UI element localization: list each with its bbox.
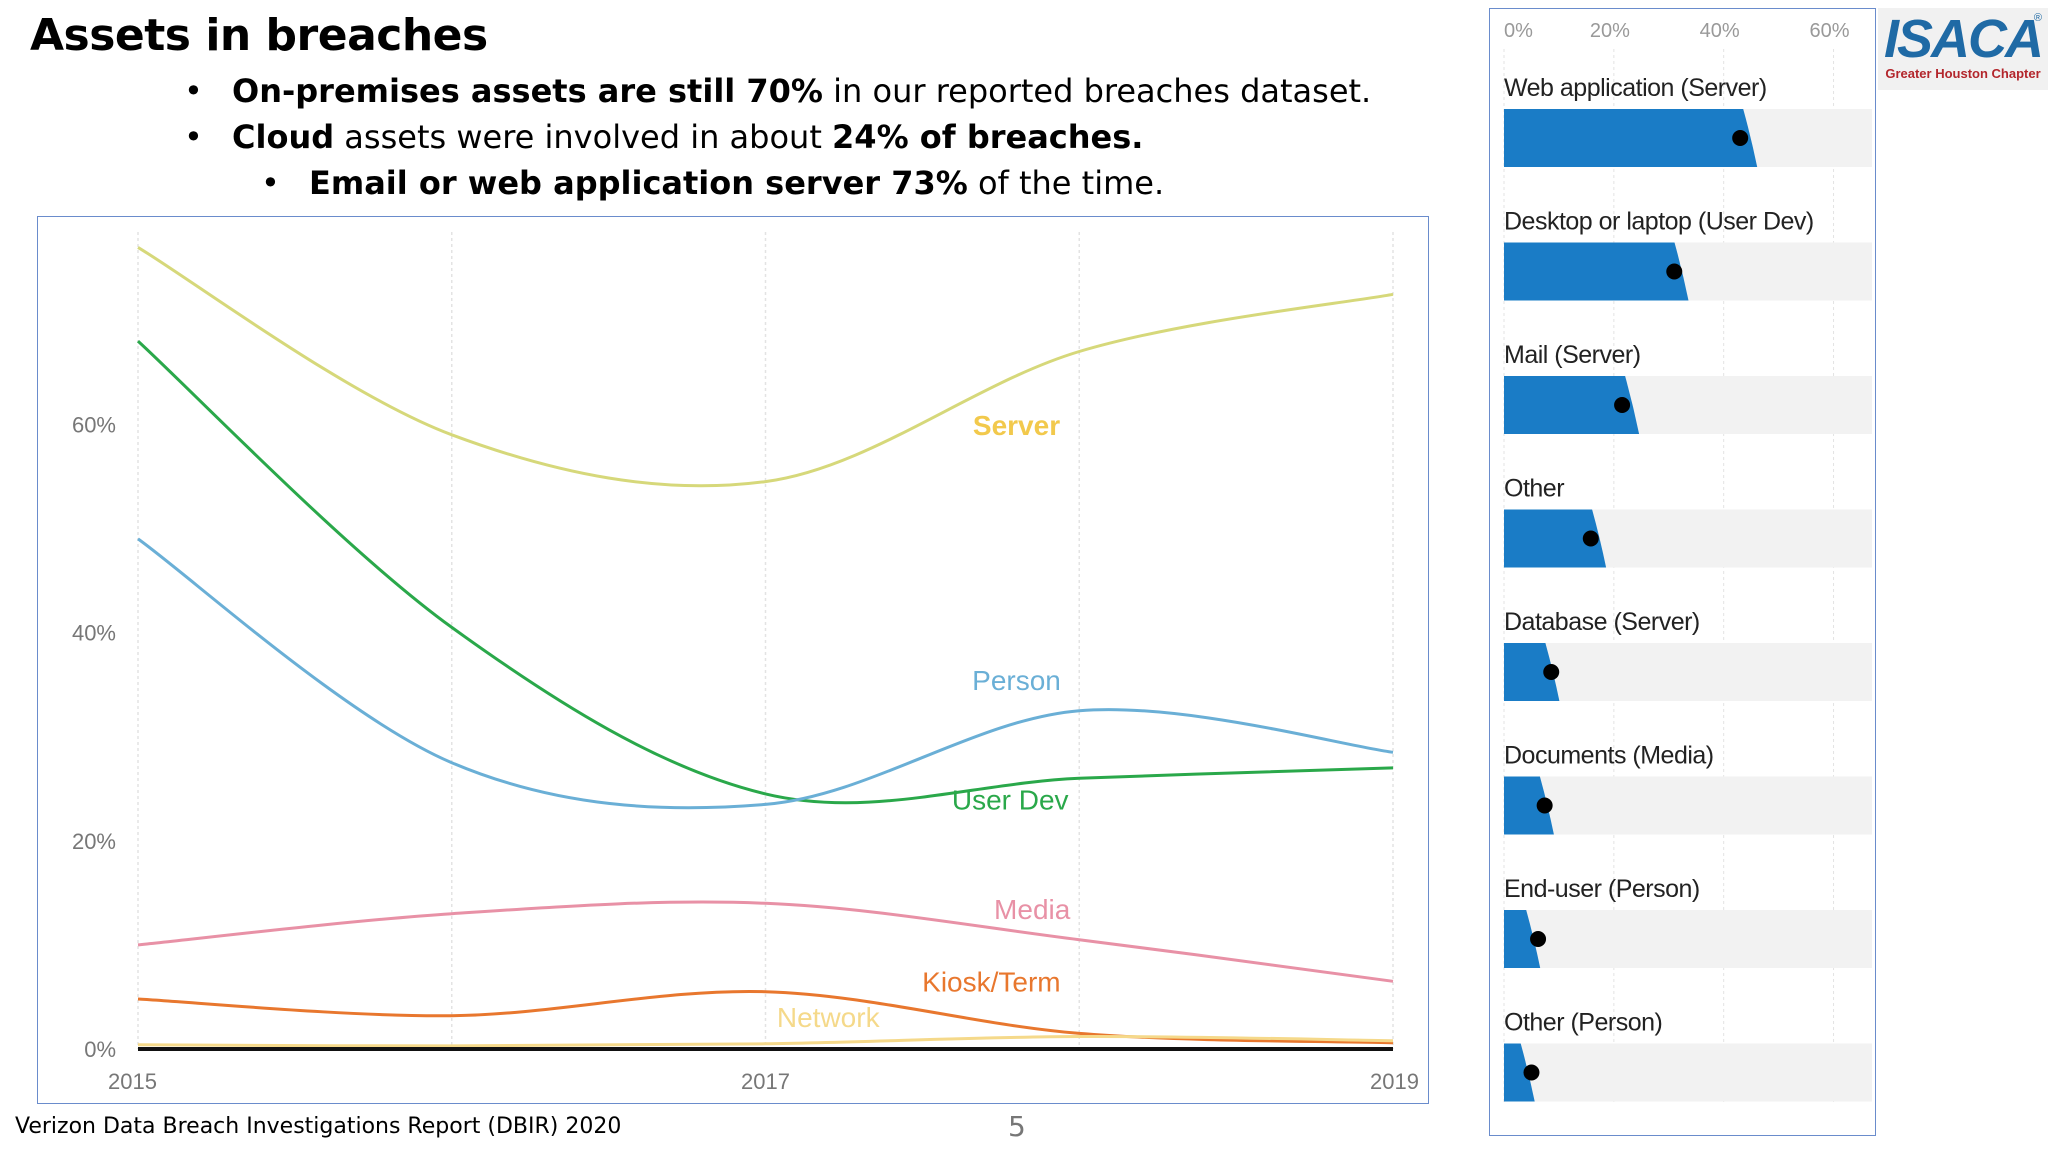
bar-category-label: Other (Person) bbox=[1504, 1009, 1662, 1037]
line-chart-panel: 0% 20% 40% 60% 2015 2017 2019 Server User Dev Per… bbox=[37, 216, 1429, 1104]
y-tick-label: 40% bbox=[72, 621, 116, 646]
series-label: Person bbox=[972, 665, 1061, 696]
bar-category-label: Documents (Media) bbox=[1504, 742, 1714, 770]
bar-chart-panel: 0% 20% 40% 60% Web application (Server) Deskt… bbox=[1489, 8, 1876, 1136]
isaca-wordmark: ISACA bbox=[1883, 9, 2044, 69]
bullet-text: of the time. bbox=[967, 164, 1165, 202]
y-tick-label: 20% bbox=[72, 829, 116, 854]
series-line-user-dev bbox=[136, 339, 1394, 805]
y-tick-label: 60% bbox=[72, 412, 116, 437]
axis-tick-label: 60% bbox=[1810, 20, 1850, 42]
axis-tick-label: 20% bbox=[1590, 20, 1630, 42]
bullet-bold-text: Email or web application server 73% bbox=[309, 164, 968, 202]
bar bbox=[1504, 1043, 1535, 1102]
isaca-chapter-name: Greater Houston Chapter bbox=[1885, 66, 2041, 81]
series-label: Server bbox=[973, 410, 1060, 441]
bar-category-label: Other bbox=[1504, 475, 1564, 503]
x-tick-label: 2019 bbox=[1370, 1069, 1419, 1094]
slide-title: Assets in breaches bbox=[30, 10, 488, 61]
x-tick-label: 2015 bbox=[108, 1069, 157, 1094]
y-tick-label: 0% bbox=[84, 1037, 116, 1062]
asset-varieties-bar-chart: 0% 20% 40% 60% Web application (Server) Deskt… bbox=[1503, 20, 1872, 1104]
series-label: User Dev bbox=[952, 785, 1069, 816]
series-line-server bbox=[137, 246, 1394, 488]
series-label: Media bbox=[994, 894, 1071, 925]
series-line-network bbox=[137, 1034, 1394, 1048]
series-label: Network bbox=[777, 1002, 881, 1033]
bullet-item: • On-premises assets are still 70% in ou… bbox=[184, 72, 1372, 110]
bar-track bbox=[1504, 776, 1872, 835]
bar-category-label: Desktop or laptop (User Dev) bbox=[1504, 208, 1814, 236]
bar bbox=[1504, 376, 1640, 434]
x-tick-label: 2017 bbox=[741, 1069, 790, 1094]
bar bbox=[1504, 910, 1541, 968]
bar-category-label: End-user (Person) bbox=[1504, 875, 1700, 903]
bar-category-label: Web application (Server) bbox=[1504, 74, 1767, 102]
series-line-kiosk-term bbox=[137, 989, 1394, 1045]
bar-marker-dot bbox=[1536, 797, 1553, 814]
bar bbox=[1504, 643, 1560, 701]
bar bbox=[1504, 109, 1758, 167]
bullet-text: assets were involved in about bbox=[334, 118, 833, 156]
bar-track bbox=[1504, 1043, 1872, 1102]
page-number: 5 bbox=[1008, 1110, 1026, 1143]
bar-marker-dot bbox=[1582, 530, 1599, 547]
bar-marker-dot bbox=[1543, 664, 1560, 680]
bar bbox=[1504, 776, 1554, 835]
sub-bullet-item: • Email or web application server 73% of… bbox=[261, 164, 1165, 202]
bar-marker-dot bbox=[1530, 931, 1547, 947]
bar-category-label: Database (Server) bbox=[1504, 608, 1700, 636]
bullet-dot: • bbox=[261, 164, 280, 202]
bullet-item: • Cloud assets were involved in about 24… bbox=[184, 118, 1144, 156]
source-citation: Verizon Data Breach Investigations Repor… bbox=[15, 1114, 622, 1139]
bar-marker-dot bbox=[1732, 130, 1749, 146]
bar-marker-dot bbox=[1666, 263, 1683, 280]
bar-track bbox=[1504, 910, 1872, 968]
series-line-media bbox=[137, 900, 1394, 983]
bar bbox=[1504, 242, 1689, 301]
bar-track bbox=[1504, 643, 1872, 701]
isaca-logo: ISACA ® Greater Houston Chapter bbox=[1878, 8, 2048, 90]
axis-tick-label: 40% bbox=[1700, 20, 1740, 42]
registered-mark: ® bbox=[2033, 12, 2042, 24]
bar bbox=[1504, 509, 1607, 568]
series-line-person bbox=[137, 537, 1394, 810]
bar-marker-dot bbox=[1614, 397, 1631, 413]
bullet-dot: • bbox=[184, 72, 203, 110]
bullet-bold-text: Cloud bbox=[232, 118, 335, 156]
axis-tick-label: 0% bbox=[1504, 20, 1533, 42]
assets-over-time-line-chart: 0% 20% 40% 60% 2015 2017 2019 Server User Dev Per… bbox=[72, 232, 1419, 1094]
bar-category-label: Mail (Server) bbox=[1504, 341, 1641, 369]
bullet-bold-text: On-premises assets are still 70% bbox=[232, 72, 823, 110]
bullet-text: in our reported breaches dataset. bbox=[822, 72, 1372, 110]
bar-marker-dot bbox=[1523, 1064, 1540, 1081]
bullet-bold-text: 24% of breaches. bbox=[832, 118, 1144, 156]
series-label: Kiosk/Term bbox=[922, 967, 1060, 998]
bullet-dot: • bbox=[184, 118, 203, 156]
